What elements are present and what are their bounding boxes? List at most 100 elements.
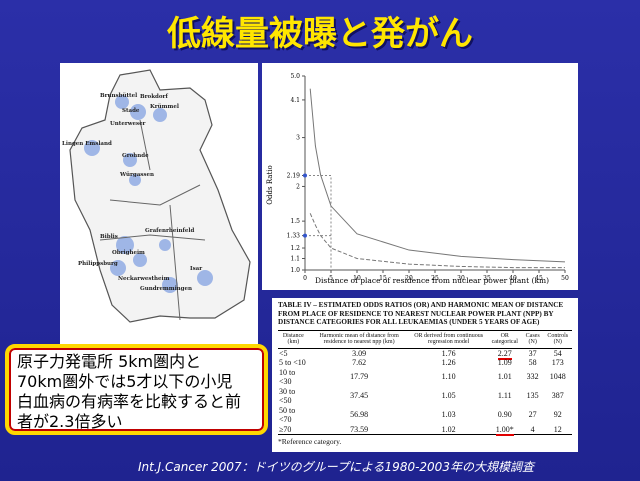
cell-text: 10 to <30 bbox=[279, 367, 296, 387]
map-label: Krümmel bbox=[150, 103, 179, 110]
map-label: Neckarwestheim bbox=[118, 276, 170, 282]
table-cell: 56.98 bbox=[309, 406, 410, 425]
table-cell: 4 bbox=[521, 424, 544, 435]
cell-text: 1.11 bbox=[497, 391, 512, 401]
slide-title: 低線量被曝と発がん bbox=[167, 14, 473, 54]
cell-text: 1.26 bbox=[441, 358, 456, 367]
callout-line: 原子力発電所 5km圏内と bbox=[17, 352, 202, 371]
table-cell: 332 bbox=[522, 368, 544, 387]
cell-text: 7.62 bbox=[352, 358, 367, 367]
map-label: Isar bbox=[190, 266, 202, 272]
cell-text: 3.09 bbox=[352, 348, 367, 358]
y-tick-label: 4.1 bbox=[290, 97, 300, 104]
y-tick-label: 2 bbox=[296, 183, 300, 190]
y-tick-label: 5.0 bbox=[290, 73, 300, 80]
cell-text: 387 bbox=[551, 391, 564, 401]
y-axis-label: Odds Ratio bbox=[266, 165, 274, 204]
cell-text: 332 bbox=[526, 372, 539, 382]
table-cell: 1.03 bbox=[410, 406, 488, 425]
table-cell: 1.05 bbox=[410, 387, 488, 406]
y-tick-label: 1.2 bbox=[290, 245, 300, 252]
table-cell: 1048 bbox=[544, 368, 572, 387]
table-cell: 1.00* bbox=[487, 424, 522, 436]
table-cell: 30 to <50 bbox=[278, 387, 309, 406]
cell-text: 4 bbox=[530, 424, 535, 434]
x-tick-label: 5 bbox=[329, 275, 333, 282]
table-cell: 27 bbox=[522, 406, 544, 425]
cell-text: 27 bbox=[528, 410, 537, 420]
x-tick-label: 35 bbox=[483, 275, 491, 282]
cell-text: <5 bbox=[279, 348, 288, 358]
column-header: Cases (N) bbox=[521, 329, 544, 349]
cell-text: 37 bbox=[528, 348, 537, 358]
cell-text: 1.05 bbox=[441, 391, 456, 401]
x-tick-label: 15 bbox=[379, 275, 387, 282]
cell-text: 37.45 bbox=[350, 391, 369, 401]
table-panel: TABLE IV – ESTIMATED ODDS RATIOS (OR) AN… bbox=[272, 298, 578, 452]
column-header: Distance (km) bbox=[278, 329, 309, 349]
cell-text: 135 bbox=[526, 391, 539, 401]
table-cell: 1.11 bbox=[488, 387, 522, 406]
map-label: Brokdorf bbox=[140, 94, 168, 100]
table-cell: 1.02 bbox=[409, 424, 488, 435]
table: Distance (km) Harmonic mean of distance f… bbox=[278, 329, 572, 436]
cell-text: ≥70 bbox=[279, 424, 292, 434]
cell-text: 1048 bbox=[549, 372, 566, 382]
table-cell: 50 to <70 bbox=[278, 406, 309, 425]
cell-text: 5 to <10 bbox=[279, 358, 306, 367]
table-cell: 54 bbox=[544, 348, 572, 358]
column-header: OR categorical bbox=[487, 329, 522, 349]
table-row: 5 to <10 7.62 1.26 1.09 58 173 bbox=[278, 358, 572, 368]
germany-outline bbox=[69, 69, 251, 323]
cell-text: 2.27 bbox=[497, 348, 512, 360]
map-label: Gundremmingen bbox=[140, 286, 192, 292]
cell-text: 1.09 bbox=[497, 358, 512, 367]
table-cell: 5 to <10 bbox=[278, 358, 309, 368]
table-cell: 58 bbox=[522, 358, 544, 368]
map-label: Biblis bbox=[100, 234, 118, 240]
y-tick-label: 3 bbox=[296, 135, 300, 142]
cell-text: 1.76 bbox=[441, 348, 456, 358]
table-cell: 2.27 bbox=[488, 348, 522, 360]
table-cell: <5 bbox=[278, 348, 309, 358]
y-tick-label: 1.33 bbox=[287, 233, 301, 240]
map-label: Stade bbox=[122, 108, 140, 114]
table-cell: 73.59 bbox=[308, 424, 410, 435]
table-cell: 37 bbox=[522, 348, 544, 358]
table-cell: 135 bbox=[522, 387, 544, 406]
table-cell: 92 bbox=[544, 406, 572, 425]
callout-line: 白血病の有病率を比較すると前 bbox=[17, 392, 242, 411]
table-cell: 1.76 bbox=[410, 348, 488, 358]
table-row: 10 to <30 17.79 1.10 1.01 332 1048 bbox=[278, 368, 572, 387]
map-label: Unterweser bbox=[110, 121, 146, 127]
column-header: OR derived from continuous regression mo… bbox=[409, 329, 488, 349]
y-tick-label: 1.0 bbox=[290, 267, 300, 274]
table-cell: 3.09 bbox=[309, 348, 410, 358]
x-tick-label: 45 bbox=[535, 275, 543, 282]
cell-text: 1.02 bbox=[441, 424, 456, 434]
table-row: 30 to <50 37.45 1.05 1.11 135 387 bbox=[278, 387, 572, 406]
cell-text: 1.10 bbox=[441, 372, 456, 382]
callout: 原子力発電所 5km圏内と 70km圏外では5才以下の小児 白血病の有病率を比較する… bbox=[5, 344, 268, 435]
footer: Int.J.Cancer 2007：ドイツのグループによる1980-2003年の… bbox=[138, 460, 534, 474]
map-label: Grohnde bbox=[122, 153, 149, 159]
table-cell: 1.26 bbox=[410, 358, 488, 368]
cell-text: 54 bbox=[553, 348, 562, 358]
map-label: Lingen Emsland bbox=[62, 141, 112, 147]
column-header: Harmonic mean of distance from residence… bbox=[308, 329, 410, 349]
reference-dot bbox=[303, 173, 307, 178]
cell-text: 1.03 bbox=[441, 410, 456, 420]
table-footnote: *Reference category. bbox=[278, 437, 342, 446]
cell-text: 92 bbox=[553, 410, 562, 420]
state-borders bbox=[99, 119, 206, 321]
cell-text: 12 bbox=[553, 424, 562, 434]
callout-line: 者が2.3倍多い bbox=[17, 412, 123, 431]
reference-dot bbox=[303, 233, 307, 238]
table-cell: 10 to <30 bbox=[278, 368, 309, 387]
table-row: <5 3.09 1.76 2.27 37 54 bbox=[278, 348, 572, 360]
x-tick-label: 0 bbox=[303, 275, 307, 282]
y-tick-label: 1.1 bbox=[290, 256, 300, 263]
x-tick-label: 30 bbox=[457, 275, 465, 282]
table-cell: 173 bbox=[544, 358, 572, 368]
